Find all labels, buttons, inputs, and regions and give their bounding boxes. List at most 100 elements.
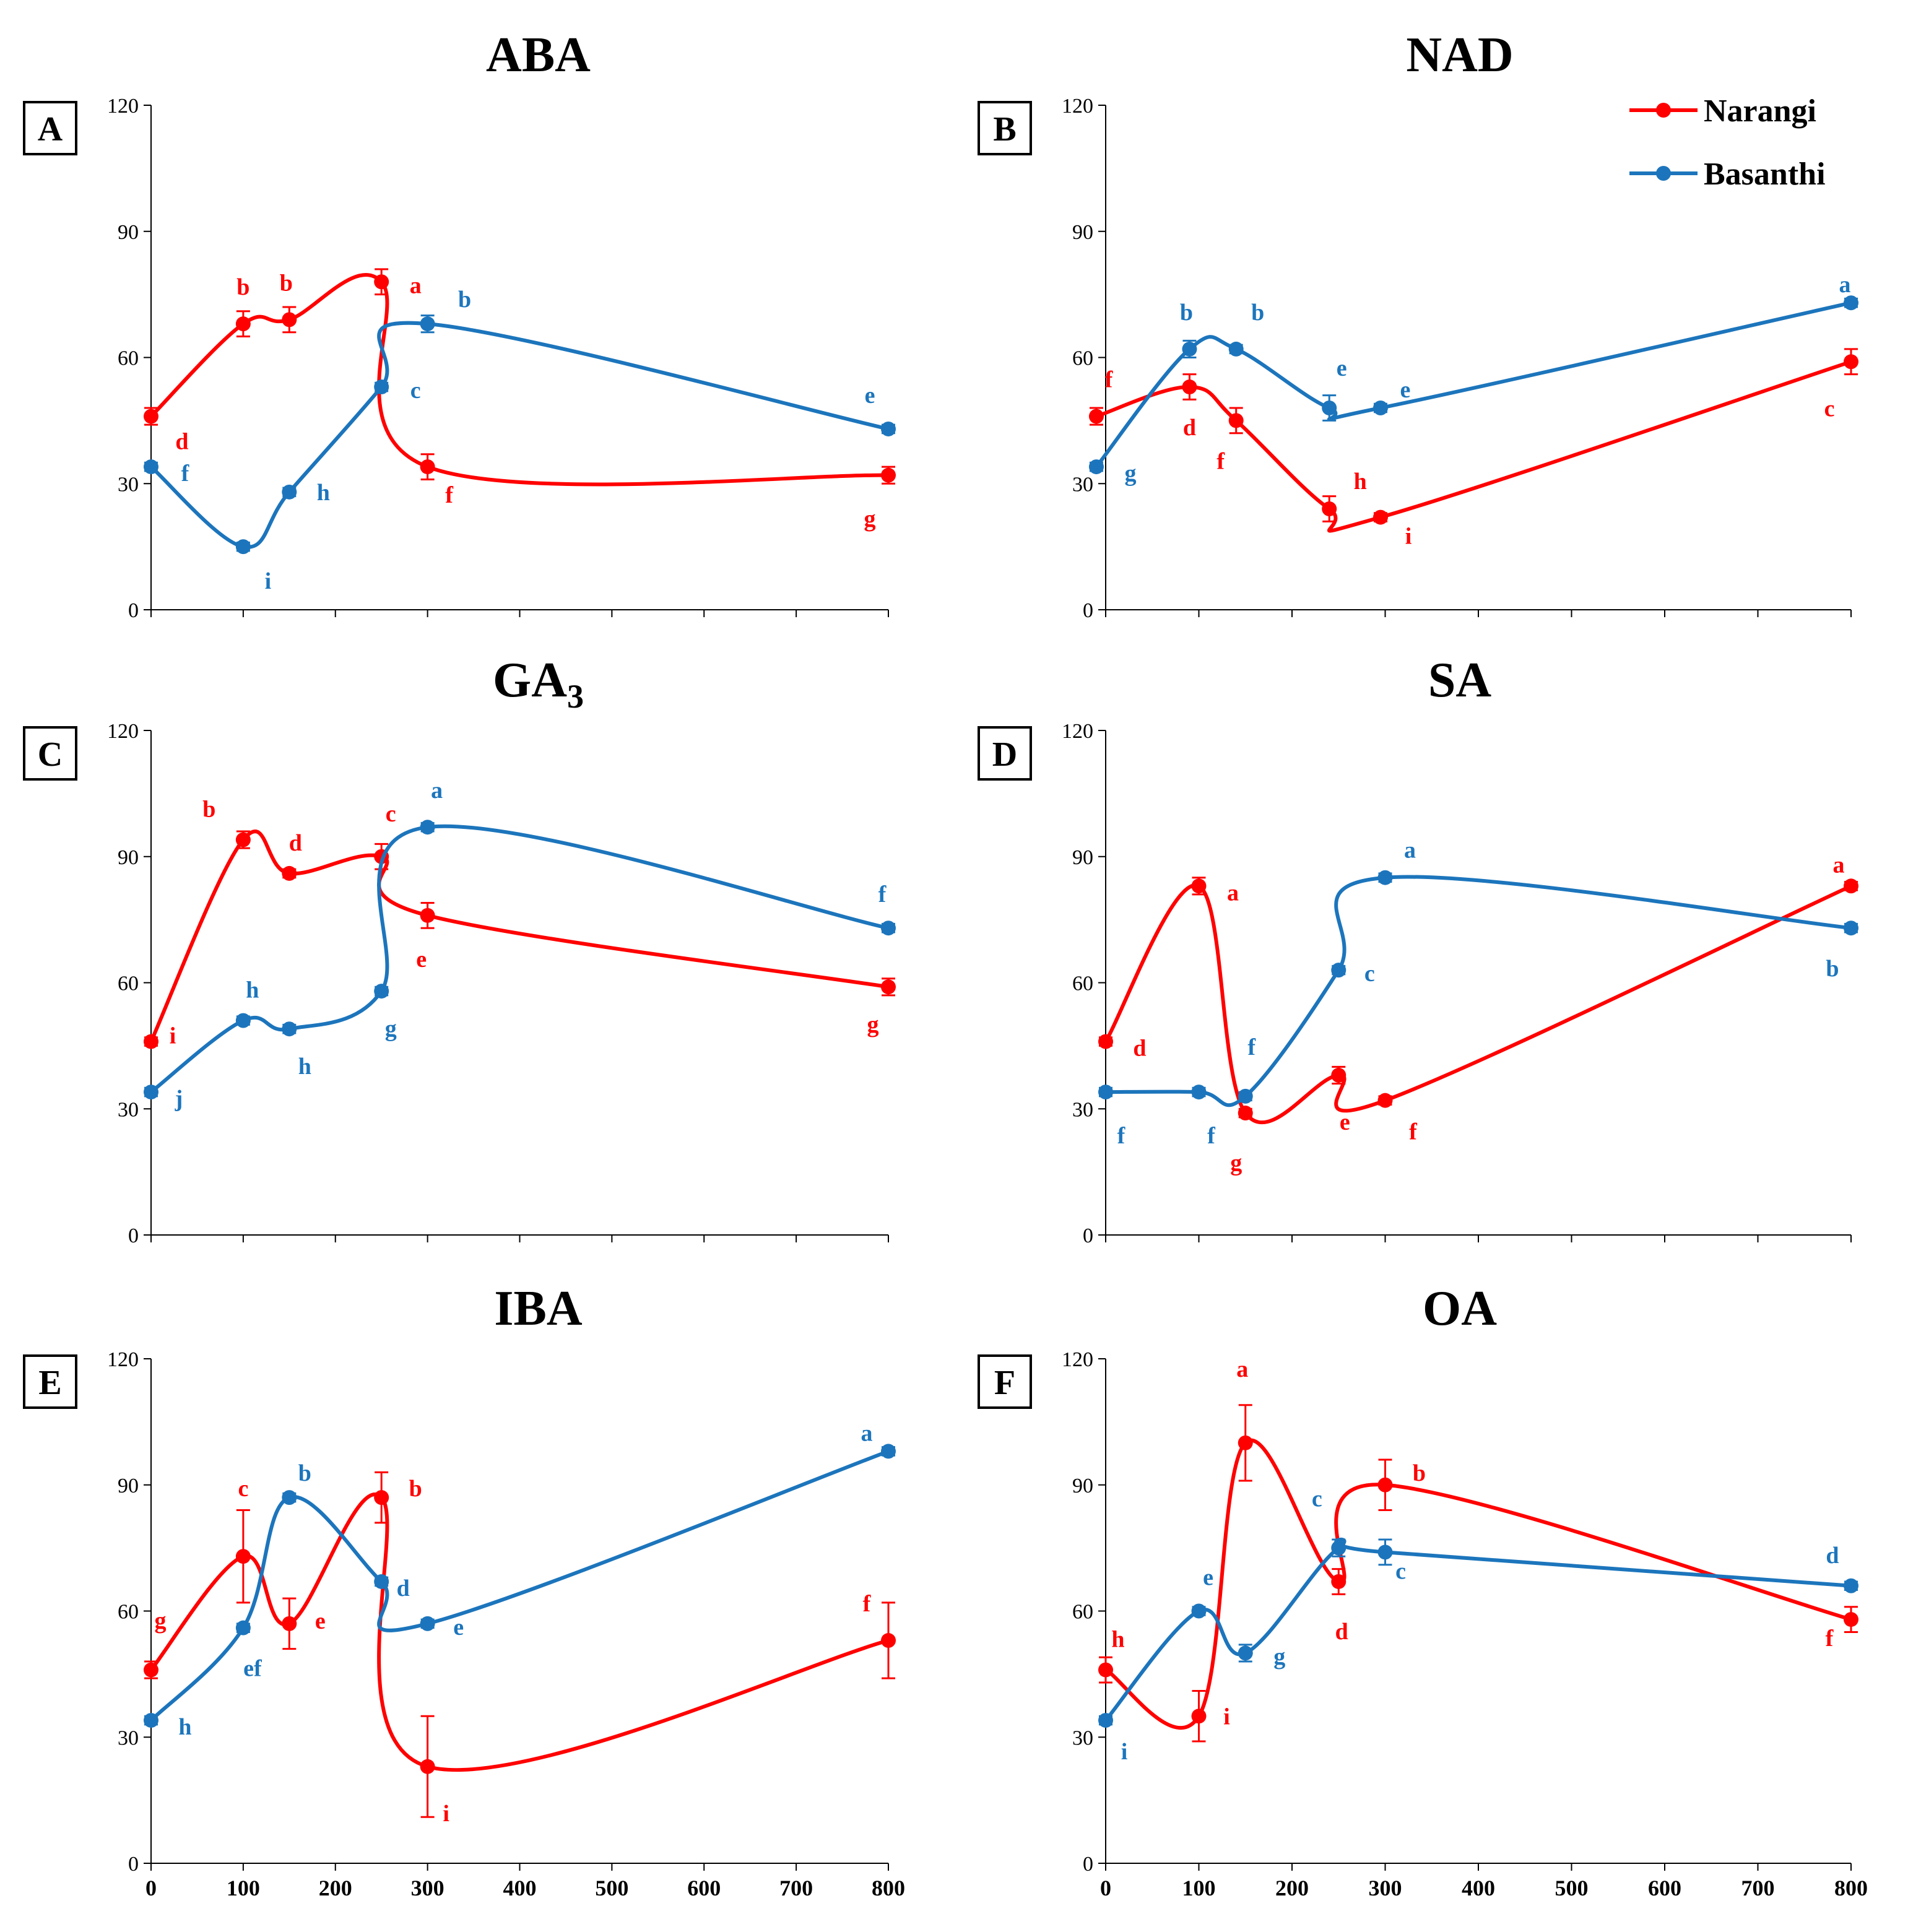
data-point — [144, 1034, 158, 1049]
series-line-narangi — [1104, 1438, 1852, 1730]
data-point — [1844, 921, 1858, 936]
y-tick-label: 0 — [128, 1224, 139, 1247]
data-point — [1331, 963, 1346, 978]
data-point — [1331, 1574, 1346, 1589]
significance-letter: h — [317, 480, 330, 506]
data-point — [1098, 1085, 1113, 1100]
significance-letter: b — [1413, 1460, 1426, 1486]
series-line-narangi — [149, 273, 889, 487]
chart-title: IBA — [494, 1281, 582, 1336]
x-tick-label: 200 — [1275, 1876, 1309, 1900]
data-point — [881, 979, 896, 995]
data-point — [1322, 401, 1337, 415]
significance-letter: f — [181, 461, 190, 487]
significance-letter: d — [1133, 1036, 1146, 1062]
significance-letter: g — [864, 506, 876, 532]
data-point — [420, 459, 435, 475]
data-point — [1331, 1067, 1346, 1083]
data-point — [282, 312, 297, 327]
significance-letter: a — [1227, 880, 1239, 906]
significance-letter: d — [1183, 415, 1196, 441]
data-point — [1238, 1088, 1253, 1104]
chart-title: OA — [1423, 1281, 1497, 1336]
data-point — [1182, 341, 1197, 357]
x-tick-label: 800 — [872, 1876, 905, 1900]
significance-letter: f — [1247, 1034, 1256, 1060]
data-point — [282, 484, 297, 500]
legend-marker-basanthi — [1656, 166, 1671, 181]
significance-letter: c — [238, 1476, 248, 1502]
y-tick-label: 60 — [118, 1601, 139, 1624]
data-point — [1228, 413, 1244, 428]
data-point — [282, 865, 297, 881]
significance-letter: d — [1335, 1619, 1348, 1645]
data-point — [1098, 1662, 1113, 1678]
x-tick-label: 700 — [779, 1876, 813, 1900]
significance-letter: c — [1824, 396, 1835, 422]
series-line-narangi — [1104, 883, 1852, 1125]
significance-letter: i — [1405, 524, 1412, 550]
data-point — [1098, 1713, 1113, 1728]
data-point — [144, 409, 158, 424]
panel-label-box — [978, 726, 1032, 781]
significance-letter: g — [385, 1016, 397, 1042]
y-tick-label: 0 — [1083, 1853, 1093, 1876]
data-point — [881, 1444, 896, 1459]
panel-e-iba: IBA E 0 30 60 90 120 0 100 200 300 400 500 600 700 800 g… — [23, 1281, 905, 1900]
significance-letter: a — [861, 1420, 873, 1446]
legend-marker-narangi — [1656, 103, 1671, 118]
x-tick-label: 100 — [227, 1876, 260, 1900]
data-point — [1844, 1578, 1858, 1593]
significance-letter: d — [175, 429, 188, 455]
y-tick-label: 60 — [1072, 1601, 1093, 1624]
y-tick-label: 0 — [1083, 1224, 1093, 1247]
significance-letter: a — [1833, 852, 1845, 878]
series-basanthi: i e g c c d — [1098, 1486, 1858, 1765]
significance-letter: h — [298, 1054, 311, 1080]
x-tick-label: 500 — [595, 1876, 628, 1900]
y-tick-label: 0 — [128, 1853, 139, 1876]
data-point — [235, 832, 251, 847]
significance-letter: f — [1117, 1123, 1126, 1149]
data-point — [374, 1574, 389, 1589]
y-tick-label: 90 — [118, 846, 139, 869]
panel-label-box — [23, 101, 77, 155]
data-point — [420, 1759, 435, 1774]
data-point — [1088, 409, 1104, 424]
y-tick-label: 30 — [118, 473, 139, 496]
data-point — [144, 1085, 158, 1100]
y-tick-label: 0 — [1083, 599, 1093, 622]
x-tick-label: 400 — [1462, 1876, 1495, 1900]
y-tick-label: 120 — [1062, 95, 1093, 118]
data-point — [1191, 878, 1207, 894]
series-basanthi: f i h c b e — [144, 287, 896, 594]
data-point — [235, 1620, 251, 1635]
significance-letter: a — [431, 778, 443, 804]
data-point — [881, 921, 896, 936]
data-point — [1238, 1106, 1253, 1121]
significance-letter: h — [246, 977, 259, 1003]
y-tick-label: 60 — [118, 347, 139, 370]
y-tick-label: 30 — [1072, 473, 1093, 496]
panel-label: D — [992, 735, 1017, 774]
significance-letter: c — [386, 801, 396, 827]
significance-letter: f — [878, 882, 887, 908]
data-point — [420, 908, 435, 923]
panel-d-sa: SA D 0 30 60 90 120 d a g e f a f f f c a b — [978, 653, 1858, 1247]
series-line-narangi — [149, 830, 889, 1042]
y-tick-label: 60 — [118, 972, 139, 995]
panel-label: A — [38, 110, 63, 149]
data-point — [1228, 341, 1244, 357]
significance-letter: f — [1216, 448, 1225, 474]
chart-title: NAD — [1406, 28, 1513, 82]
data-point — [235, 316, 251, 332]
y-tick-label: 90 — [1072, 221, 1093, 244]
significance-letter: e — [1203, 1565, 1213, 1591]
data-point — [282, 1021, 297, 1037]
significance-letter: h — [1354, 469, 1367, 495]
data-point — [374, 274, 389, 290]
